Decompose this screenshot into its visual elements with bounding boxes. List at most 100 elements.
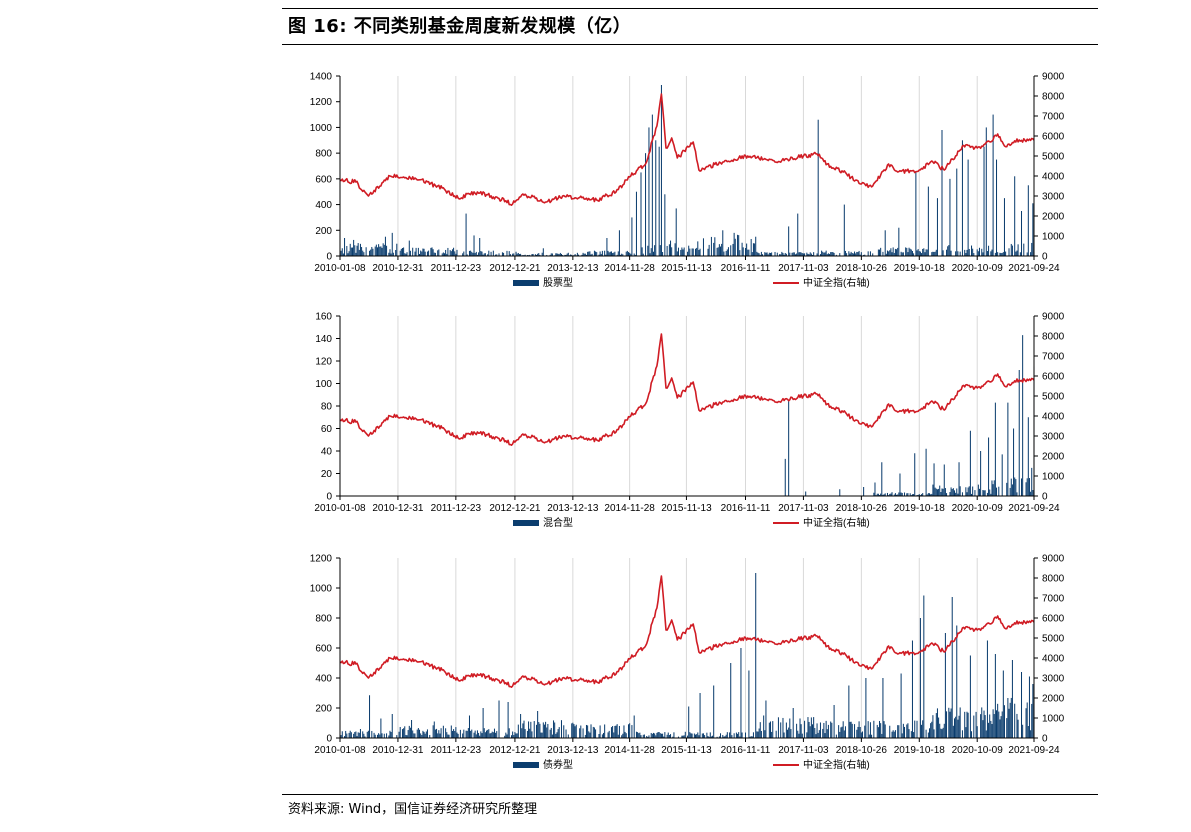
- bar: [988, 437, 990, 496]
- bar: [454, 251, 456, 256]
- bar: [880, 493, 882, 496]
- bar: [551, 253, 553, 256]
- bar: [1005, 251, 1007, 256]
- bar: [534, 254, 536, 256]
- bar: [961, 730, 963, 738]
- left-tick-label: 0: [326, 252, 332, 263]
- bar: [648, 735, 650, 738]
- bar: [988, 722, 990, 738]
- bar: [797, 730, 799, 738]
- bar: [940, 728, 942, 738]
- bar: [967, 487, 969, 496]
- bar: [871, 734, 873, 738]
- bar: [991, 480, 993, 496]
- bar: [542, 722, 544, 738]
- x-tick-label: 2010-12-31: [372, 503, 424, 514]
- bar: [968, 486, 970, 496]
- bar: [618, 230, 620, 256]
- bar: [949, 711, 951, 738]
- bar: [757, 252, 759, 256]
- bar: [816, 253, 818, 256]
- bar: [978, 247, 980, 256]
- bar: [936, 708, 938, 738]
- bar: [635, 731, 637, 738]
- bar: [840, 727, 842, 738]
- bar: [551, 734, 553, 738]
- bar: [564, 254, 566, 256]
- bar: [1007, 402, 1009, 496]
- bar: [756, 251, 758, 256]
- legend-bar-swatch: [513, 762, 539, 768]
- bar: [992, 709, 994, 738]
- bar: [733, 232, 735, 256]
- bar: [737, 234, 739, 256]
- bar: [439, 733, 441, 738]
- bar: [647, 245, 649, 256]
- bar: [550, 253, 552, 256]
- bar: [779, 254, 781, 256]
- x-tick-label: 2019-10-18: [894, 745, 946, 756]
- bar: [642, 253, 644, 256]
- bar: [375, 244, 377, 256]
- bar: [725, 250, 727, 256]
- left-tick-label: 60: [321, 424, 333, 435]
- bar: [699, 248, 701, 256]
- bar: [479, 238, 481, 256]
- bar: [356, 245, 358, 256]
- bar: [631, 217, 633, 256]
- bar: [621, 253, 623, 256]
- bar: [769, 252, 771, 256]
- x-tick-label: 2013-12-13: [547, 503, 599, 514]
- bar: [732, 243, 734, 256]
- bar: [807, 253, 809, 256]
- bar: [650, 248, 652, 256]
- bar: [344, 238, 346, 256]
- bar: [789, 718, 791, 738]
- bar: [868, 734, 870, 738]
- bar: [983, 146, 985, 256]
- bar: [668, 244, 670, 256]
- bar: [947, 246, 949, 256]
- bar: [623, 725, 625, 738]
- bar: [422, 248, 424, 256]
- bar: [964, 711, 966, 738]
- right-tick-label: 3000: [1042, 432, 1065, 443]
- bar: [450, 251, 452, 256]
- bar: [908, 247, 910, 256]
- bar: [408, 240, 410, 256]
- bar: [398, 731, 400, 738]
- legend-bar-swatch: [513, 280, 539, 286]
- bar: [902, 252, 904, 256]
- bar: [994, 654, 996, 738]
- bar: [475, 734, 477, 738]
- bar: [448, 734, 450, 738]
- bar: [966, 249, 968, 256]
- bar: [355, 252, 357, 256]
- bar: [999, 719, 1001, 738]
- bar: [777, 717, 779, 738]
- bar: [917, 494, 919, 496]
- x-tick-label: 2018-10-26: [836, 263, 888, 274]
- bar: [712, 735, 714, 738]
- bar: [897, 247, 899, 256]
- bar: [565, 729, 567, 738]
- bar: [971, 731, 973, 738]
- bar: [428, 250, 430, 256]
- legend-bar-label: 股票型: [543, 276, 573, 289]
- bar: [447, 734, 449, 738]
- bar: [966, 711, 968, 738]
- bar: [603, 732, 605, 738]
- bar: [941, 488, 943, 496]
- bar: [480, 251, 482, 256]
- bar: [940, 492, 942, 496]
- bar: [758, 728, 760, 738]
- bar: [863, 487, 865, 496]
- right-tick-label: 1000: [1042, 714, 1065, 725]
- bar: [463, 729, 465, 738]
- bar: [608, 252, 610, 256]
- bar: [997, 703, 999, 738]
- bar: [879, 720, 881, 738]
- bar: [707, 248, 709, 256]
- bar: [676, 251, 678, 256]
- bar: [901, 252, 903, 256]
